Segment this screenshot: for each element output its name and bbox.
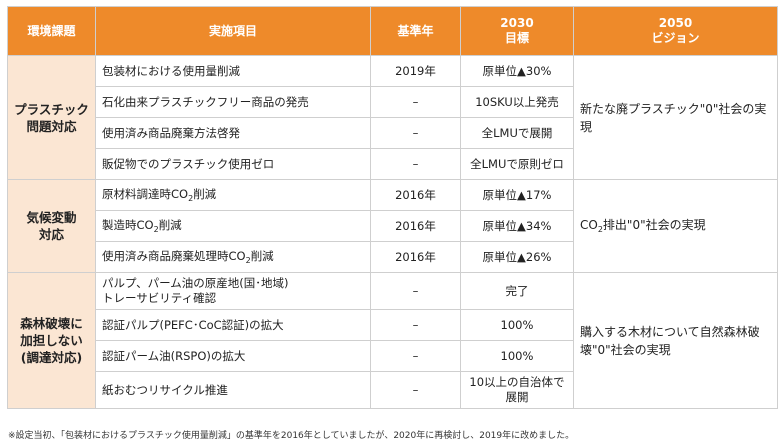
text: CO [580, 218, 598, 232]
category-line: 問題対応 [26, 118, 77, 134]
table-row: プラスチック 問題対応 包装材における使用量削減 2019年 原単位▲30% 新… [7, 55, 778, 180]
target-2030: 全LMUで原則ゼロ [460, 148, 574, 180]
action-item: 包装材における使用量削減 [95, 55, 371, 87]
text: 削減 [193, 187, 217, 201]
text: 製造時CO [102, 218, 154, 232]
base-year: 2016年 [370, 241, 461, 273]
base-year: – [370, 117, 461, 149]
target-2030: 原単位▲26% [460, 241, 574, 273]
target-2030: 原単位▲17% [460, 179, 574, 211]
subscript: 2 [188, 194, 194, 203]
action-item: 使用済み商品廃棄方法啓発 [95, 117, 371, 149]
target-2030: 全LMUで展開 [460, 117, 574, 149]
header-environmental-issue: 環境課題 [7, 6, 96, 56]
base-year: – [370, 272, 461, 310]
category-line: 森林破壊に [20, 316, 83, 331]
header-2030-year: 2030 [500, 16, 534, 30]
environment-goals-table: 環境課題 実施項目 基準年 2030 目標 2050 ビジョン プラスチック 問… [7, 6, 778, 409]
subscript: 2 [153, 225, 159, 234]
header-2050-label: ビジョン [651, 31, 700, 45]
text: 原材料調達時CO [102, 187, 189, 201]
text: トレーサビリティ確認 [102, 291, 217, 305]
subscript: 2 [245, 256, 251, 265]
table-row: 認証パルプ(PEFC･CoC認証)の拡大 – 100% [8, 309, 778, 341]
table-row: 認証パーム油(RSPO)の拡大 – 100% [8, 340, 778, 372]
base-year: 2016年 [370, 210, 461, 242]
target-2030: 10SKU以上発売 [460, 86, 574, 118]
base-year: – [370, 148, 461, 180]
category-climate: 気候変動 対応 [7, 179, 96, 273]
base-year: – [370, 340, 461, 372]
category-line: プラスチック [14, 101, 89, 117]
category-line: 加担しない [20, 333, 83, 348]
text: 削減 [250, 249, 274, 263]
target-2030: 10以上の自治体で 展開 [460, 371, 574, 409]
category-line: 気候変動 [26, 210, 77, 225]
table-row: 気候変動 対応 原材料調達時CO2削減 2016年 原単位▲17% CO2排出"… [7, 179, 778, 273]
text: パルプ、パーム油の原産地(国･地域) [102, 276, 289, 290]
target-2030: 100% [460, 309, 574, 341]
base-year: – [370, 371, 461, 409]
table-row: 石化由来プラスチックフリー商品の発売 – 10SKU以上発売 [8, 86, 778, 118]
target-2030: 原単位▲34% [460, 210, 574, 242]
target-2030: 完了 [460, 272, 574, 310]
vision-2050-forests: 購入する木材について自然森林破壊"0"社会の実現 [573, 272, 778, 409]
action-item: 製造時CO2削減 [95, 210, 371, 242]
text: 展開 [505, 390, 529, 404]
action-item: 使用済み商品廃棄処理時CO2削減 [95, 241, 371, 273]
base-year: 2019年 [370, 55, 461, 87]
vision-2050-plastics: 新たな廃プラスチック"0"社会の実現 [573, 55, 778, 180]
action-item: 認証パルプ(PEFC･CoC認証)の拡大 [95, 309, 371, 341]
category-plastics: プラスチック 問題対応 [7, 55, 96, 180]
action-item: 石化由来プラスチックフリー商品の発売 [95, 86, 371, 118]
base-year: – [370, 309, 461, 341]
text: 10以上の自治体で [469, 375, 565, 389]
category-line: 対応 [38, 227, 64, 242]
table-row: 森林破壊に 加担しない (調達対応) パルプ、パーム油の原産地(国･地域) トレ… [7, 272, 778, 409]
text: 排出"0"社会の実現 [602, 218, 706, 232]
table-row: 使用済み商品廃棄処理時CO2削減 2016年 原単位▲26% [8, 241, 778, 273]
header-2030-label: 目標 [504, 31, 529, 45]
action-item: 販促物でのプラスチック使用ゼロ [95, 148, 371, 180]
text: 使用済み商品廃棄処理時CO [102, 249, 246, 263]
vision-2050-climate: CO2排出"0"社会の実現 [573, 179, 778, 273]
subscript: 2 [597, 225, 603, 234]
text: 削減 [158, 218, 182, 232]
target-2030: 100% [460, 340, 574, 372]
base-year: 2016年 [370, 179, 461, 211]
target-2030: 原単位▲30% [460, 55, 574, 87]
header-action-item: 実施項目 [95, 6, 371, 56]
footnote: ※設定当初、「包装材におけるプラスチック使用量削減」の基準年を2016年としてい… [8, 431, 575, 441]
header-base-year: 基準年 [370, 6, 461, 56]
header-2050-year: 2050 [658, 16, 693, 30]
action-item: 認証パーム油(RSPO)の拡大 [95, 340, 371, 372]
header-row: 環境課題 実施項目 基準年 2030 目標 2050 ビジョン [7, 6, 778, 56]
table-row: 紙おむつリサイクル推進 – 10以上の自治体で 展開 [8, 371, 778, 409]
category-forests: 森林破壊に 加担しない (調達対応) [7, 272, 96, 409]
base-year: – [370, 86, 461, 118]
table-row: 製造時CO2削減 2016年 原単位▲34% [8, 210, 778, 242]
header-2050-vision: 2050 ビジョン [573, 6, 778, 56]
header-2030-target: 2030 目標 [460, 6, 574, 56]
action-item: 原材料調達時CO2削減 [95, 179, 371, 211]
action-item: パルプ、パーム油の原産地(国･地域) トレーサビリティ確認 [95, 272, 371, 310]
action-item: 紙おむつリサイクル推進 [95, 371, 371, 409]
category-line: (調達対応) [20, 350, 83, 365]
